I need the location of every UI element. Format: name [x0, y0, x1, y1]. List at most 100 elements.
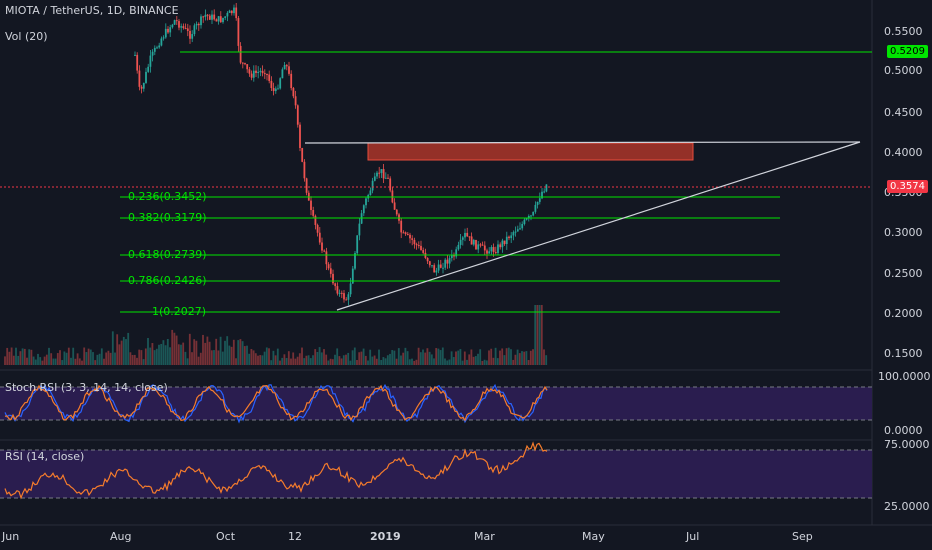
volume-bar [226, 336, 229, 365]
triangle-pattern[interactable] [304, 141, 861, 311]
volume-bar [298, 353, 301, 365]
price-tick: 0.4000 [884, 146, 923, 159]
volume-bar [494, 347, 497, 365]
candle-body [237, 18, 240, 46]
candle-body [151, 51, 154, 56]
volume-bar [87, 348, 90, 365]
candle-body [274, 88, 277, 92]
candle-body [334, 283, 337, 287]
candle-body [340, 292, 343, 294]
volume-bar [378, 349, 380, 365]
candle-body [211, 14, 213, 20]
volume-bar [503, 355, 506, 365]
stoch-k-line [4, 383, 548, 424]
stoch-d-line [4, 384, 548, 422]
candle-body [178, 21, 180, 28]
volume-bar [472, 356, 475, 365]
volume-bar [195, 340, 198, 365]
volume-bar [4, 356, 6, 365]
volume-bar [402, 352, 405, 365]
fib-label: 0.786(0.2426) [128, 274, 207, 287]
volume-bar [54, 358, 57, 365]
candle-body [156, 47, 158, 49]
stoch-rsi-label[interactable]: Stoch RSI (3, 3, 14, 14, close) [5, 381, 168, 394]
candle-body [545, 184, 548, 192]
volume-bar [527, 360, 530, 365]
candle-body [204, 14, 207, 17]
candle-body [292, 88, 295, 97]
candle-body [510, 235, 513, 239]
volume-label[interactable]: Vol (20) [5, 30, 48, 43]
candle-body [252, 70, 255, 78]
volume-bar [351, 350, 354, 365]
volume-bar [461, 360, 464, 365]
volume-bar [329, 358, 332, 365]
volume-bar [294, 358, 297, 365]
volume-bar [422, 349, 424, 365]
volume-bar [512, 359, 515, 365]
volume-bar [235, 358, 237, 365]
volume-bar [408, 359, 411, 365]
candle-body [316, 224, 319, 233]
volume-bar [505, 348, 508, 365]
candle-body [294, 96, 297, 106]
candle-body [318, 232, 321, 243]
volume-bar [19, 351, 22, 365]
volume-bar [426, 348, 429, 365]
candle-body [244, 63, 246, 65]
volume-bar [514, 354, 517, 365]
volume-bar [263, 351, 266, 365]
volume-bar [100, 348, 103, 365]
volume-bar [120, 340, 123, 365]
volume-bar [380, 359, 383, 365]
volume-bar [248, 353, 251, 365]
volume-bar [28, 349, 31, 365]
candle-body [246, 64, 249, 70]
volume-bar [23, 348, 26, 365]
candle-body [169, 27, 172, 33]
candle-body [149, 55, 152, 67]
candle-body [226, 12, 229, 17]
volume-bar [404, 347, 407, 365]
volume-bar [285, 358, 288, 365]
candle-body [171, 24, 174, 28]
volume-bar [459, 349, 462, 365]
fib-label: 1(0.2027) [152, 305, 207, 318]
volume-bar [327, 360, 330, 365]
price-axis[interactable] [872, 0, 932, 550]
volume-bar [342, 355, 345, 365]
candle-body [444, 259, 447, 268]
volume-bar [114, 352, 116, 365]
candle-body [514, 231, 517, 233]
candle-body [217, 16, 220, 22]
volume-bar [208, 341, 211, 365]
candle-body [523, 219, 526, 224]
candle-body [323, 250, 326, 252]
candle-body [391, 190, 394, 203]
volume-bar [316, 351, 319, 365]
volume-bar [202, 334, 204, 365]
volume-bar [107, 350, 110, 365]
rsi-label[interactable]: RSI (14, close) [5, 450, 85, 463]
candle-body [413, 239, 416, 245]
fib-label: 0.382(0.3179) [128, 211, 207, 224]
candle-body [268, 74, 271, 81]
volume-bar [10, 347, 13, 365]
symbol-title[interactable]: MIOTA / TetherUS, 1D, BINANCE [5, 4, 179, 17]
candle-body [389, 178, 392, 191]
candle-body [321, 242, 323, 251]
candle-body [147, 66, 150, 72]
rsi-line [4, 441, 548, 500]
fib-levels [120, 196, 780, 313]
candle-body [395, 209, 398, 215]
price-pane[interactable] [0, 0, 872, 370]
volume-bar [314, 349, 317, 365]
candle-body [239, 45, 242, 63]
time-tick: 12 [288, 530, 302, 543]
time-tick: Jun [2, 530, 20, 543]
volume-bar [290, 358, 292, 365]
volume-bar [391, 350, 394, 365]
volume-bar [184, 351, 187, 365]
candle-body [358, 223, 361, 236]
